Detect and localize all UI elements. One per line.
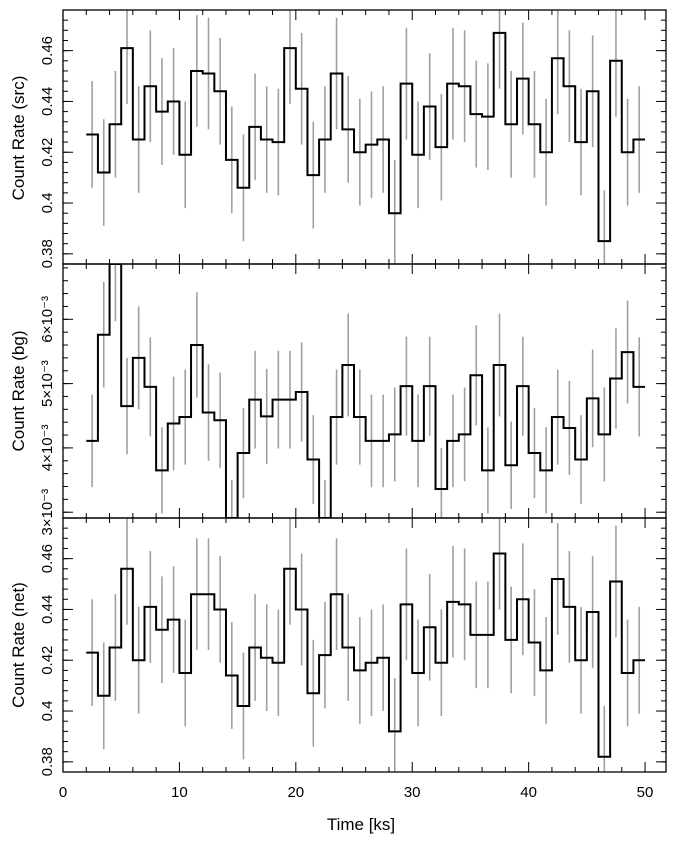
- background-count-rate-panel: Count Rate (bg) 3×10⁻³ 4×10⁻³ 5×10⁻³ 6×10⁻³: [9, 263, 667, 536]
- src-data: [86, 10, 646, 264]
- src-y-tick-label: 0.42: [39, 138, 56, 167]
- bg-y-tick-label: 5×10⁻³: [39, 360, 56, 407]
- net-y-tick-label: 0.46: [39, 544, 56, 573]
- src-y-tick-label: 0.46: [39, 36, 56, 65]
- net-y-axis-title: Count Rate (net): [9, 582, 28, 708]
- x-tick-label: 40: [520, 784, 537, 801]
- x-tick-label: 20: [287, 784, 304, 801]
- net-y-tick-label: 0.42: [39, 646, 56, 675]
- x-tick-label: 0: [59, 784, 67, 801]
- x-axis-title: Time [ks]: [327, 815, 395, 834]
- src-y-tick-label: 0.44: [39, 87, 56, 116]
- net-y-tick-label: 0.4: [39, 701, 56, 722]
- net-count-rate-panel: Count Rate (net) Time [ks] 0.38 0.4 0.42 0.…: [9, 517, 667, 834]
- bg-frame: [62, 263, 667, 519]
- src-y-tick-label: 0.38: [39, 239, 56, 268]
- src-y-tick-label: 0.4: [39, 193, 56, 214]
- bg-data: [86, 264, 646, 518]
- x-tick-label: 30: [404, 784, 421, 801]
- x-tick-label: 50: [637, 784, 654, 801]
- net-step-line: [86, 552, 646, 758]
- bg-step-line: [86, 264, 646, 518]
- source-y-axis-title: Count Rate (src): [9, 76, 28, 201]
- x-tick-label: 10: [171, 784, 188, 801]
- background-y-axis-title: Count Rate (bg): [9, 331, 28, 452]
- src-step-line: [86, 31, 646, 243]
- net-data: [86, 518, 646, 772]
- bg-y-tick-label: 4×10⁻³: [39, 425, 56, 472]
- net-frame: [62, 517, 667, 773]
- source-count-rate-panel: Count Rate (src) 0.38 0.4 0.42 0.44 0.46: [9, 9, 667, 268]
- bg-y-tick-label: 6×10⁻³: [39, 296, 56, 343]
- bg-y-tick-label: 3×10⁻³: [39, 489, 56, 536]
- net-y-tick-label: 0.38: [39, 747, 56, 776]
- net-y-tick-label: 0.44: [39, 595, 56, 624]
